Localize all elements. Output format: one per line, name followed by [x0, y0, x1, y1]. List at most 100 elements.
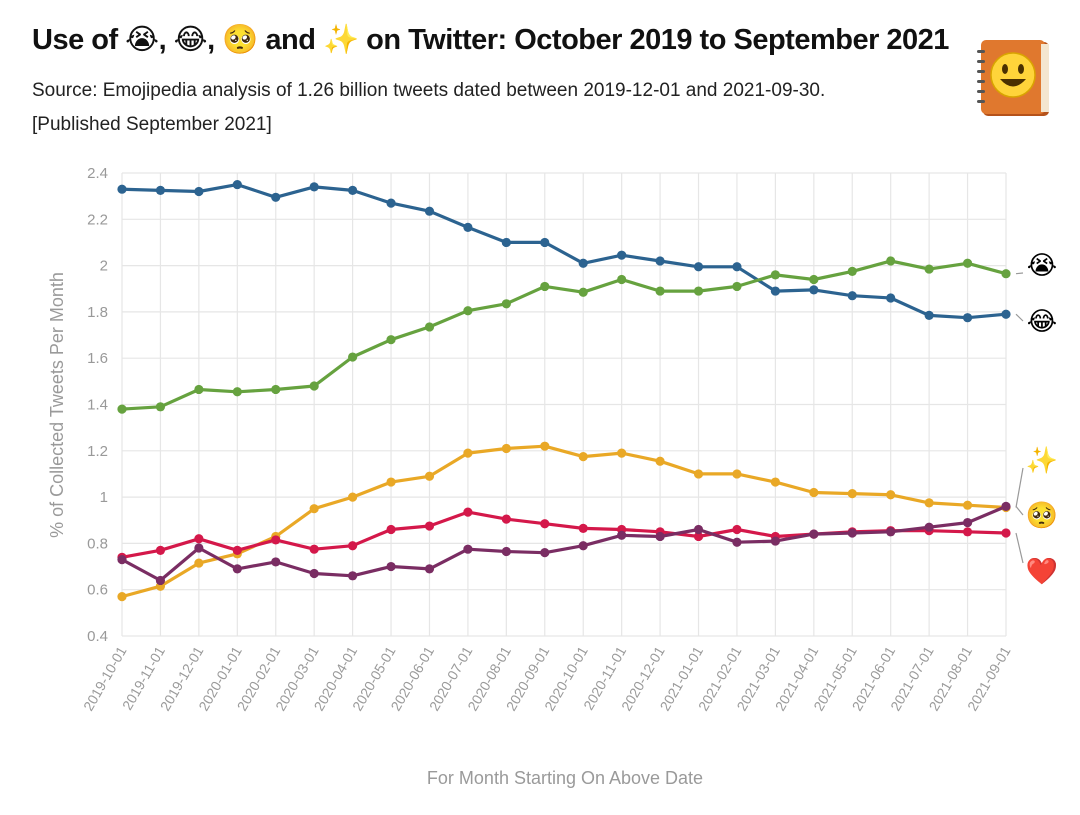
data-point: [847, 291, 857, 301]
data-point: [924, 310, 934, 320]
data-point: [655, 456, 665, 466]
data-point: [463, 306, 473, 316]
y-tick-label: 2.4: [87, 165, 108, 182]
y-tick-label: 2: [100, 258, 108, 275]
data-point: [501, 514, 511, 524]
y-tick-label: 1.2: [87, 443, 108, 460]
label-connector: [1015, 313, 1024, 322]
label-connector: [1015, 532, 1024, 564]
data-point: [424, 521, 435, 531]
data-point: [424, 322, 435, 332]
data-point: [386, 561, 396, 572]
y-tick-label: 1.6: [87, 350, 108, 367]
data-point: [847, 528, 857, 538]
data-point: [232, 545, 242, 555]
data-point: [886, 293, 896, 303]
data-point: [809, 274, 819, 285]
data-point: [732, 524, 742, 535]
data-point: [155, 185, 166, 195]
data-point: [578, 523, 588, 533]
data-point: [386, 524, 396, 535]
data-point: [232, 387, 242, 397]
y-axis-ticks: 0.4 0.6 0.8 1 1.2 1.4 1.6 1.8 2 2.2 2.4: [87, 165, 108, 645]
data-point: [463, 448, 473, 458]
data-point: [386, 477, 396, 487]
data-point: [809, 285, 819, 295]
data-point: [194, 534, 204, 544]
label-connector: [1015, 505, 1024, 516]
data-point: [271, 192, 281, 202]
data-point: [155, 402, 166, 412]
data-point: [924, 498, 934, 508]
data-point: [924, 522, 934, 532]
data-point: [463, 507, 473, 517]
data-point: [194, 384, 204, 395]
data-point: [770, 536, 780, 546]
data-point: [194, 558, 204, 568]
emoji-end-label: 😭: [1027, 250, 1057, 280]
emoji-end-label: 🥺: [1026, 500, 1058, 530]
data-point: [117, 404, 127, 414]
y-tick-label: 0.4: [87, 628, 108, 645]
data-point: [194, 543, 204, 553]
data-point: [1001, 501, 1011, 511]
data-point: [155, 545, 166, 555]
data-point: [540, 237, 550, 248]
emoji-end-label: ✨: [1026, 445, 1058, 475]
data-point: [578, 451, 588, 462]
data-point: [194, 186, 204, 197]
data-point: [540, 548, 550, 558]
x-axis-title: For Month Starting On Above Date: [427, 768, 703, 788]
data-point: [348, 352, 358, 362]
data-point: [309, 504, 319, 514]
data-point: [155, 575, 166, 586]
data-point: [540, 441, 550, 451]
data-point: [732, 469, 742, 479]
data-point: [886, 527, 896, 537]
data-point: [501, 237, 511, 248]
data-point: [309, 544, 319, 554]
data-point: [693, 469, 704, 479]
grid: [121, 172, 1007, 637]
data-point: [348, 185, 358, 195]
series-lines: [117, 179, 1011, 602]
data-point: [117, 184, 127, 194]
data-point: [386, 198, 396, 208]
y-tick-label: 0.8: [87, 535, 108, 552]
data-point: [617, 274, 627, 285]
data-point: [617, 530, 627, 540]
data-point: [847, 266, 857, 276]
data-point: [463, 544, 473, 554]
data-point: [348, 492, 358, 502]
data-point: [962, 313, 973, 323]
chart-title: Use of 😭, 😂, 🥺 and ✨ on Twitter: October…: [32, 24, 949, 56]
data-point: [962, 517, 973, 528]
data-point: [117, 555, 127, 565]
data-point: [309, 568, 319, 579]
label-connector: [1015, 272, 1024, 275]
data-point: [693, 524, 704, 535]
chart-subtitle-source: Source: Emojipedia analysis of 1.26 bill…: [32, 80, 826, 101]
data-point: [693, 262, 704, 272]
data-point: [309, 182, 319, 192]
data-point: [271, 557, 281, 567]
data-point: [847, 489, 857, 499]
data-point: [424, 471, 435, 481]
label-connector: [1015, 467, 1024, 508]
data-point: [924, 264, 934, 274]
data-point: [1001, 309, 1011, 319]
data-point: [655, 256, 665, 266]
data-point: [809, 529, 819, 539]
data-point: [732, 281, 742, 292]
y-tick-label: 0.6: [87, 582, 108, 599]
data-point: [271, 535, 281, 545]
y-tick-label: 2.2: [87, 211, 108, 228]
series-line: [120, 444, 1008, 599]
emojipedia-logo-icon: [977, 40, 1049, 116]
data-point: [540, 281, 550, 292]
data-point: [886, 490, 896, 500]
data-point: [309, 381, 319, 391]
data-point: [770, 270, 780, 280]
data-point: [578, 258, 588, 268]
